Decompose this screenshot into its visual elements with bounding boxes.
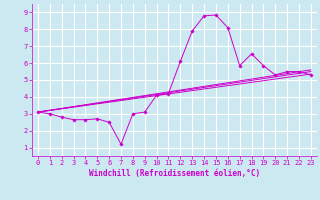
- X-axis label: Windchill (Refroidissement éolien,°C): Windchill (Refroidissement éolien,°C): [89, 169, 260, 178]
